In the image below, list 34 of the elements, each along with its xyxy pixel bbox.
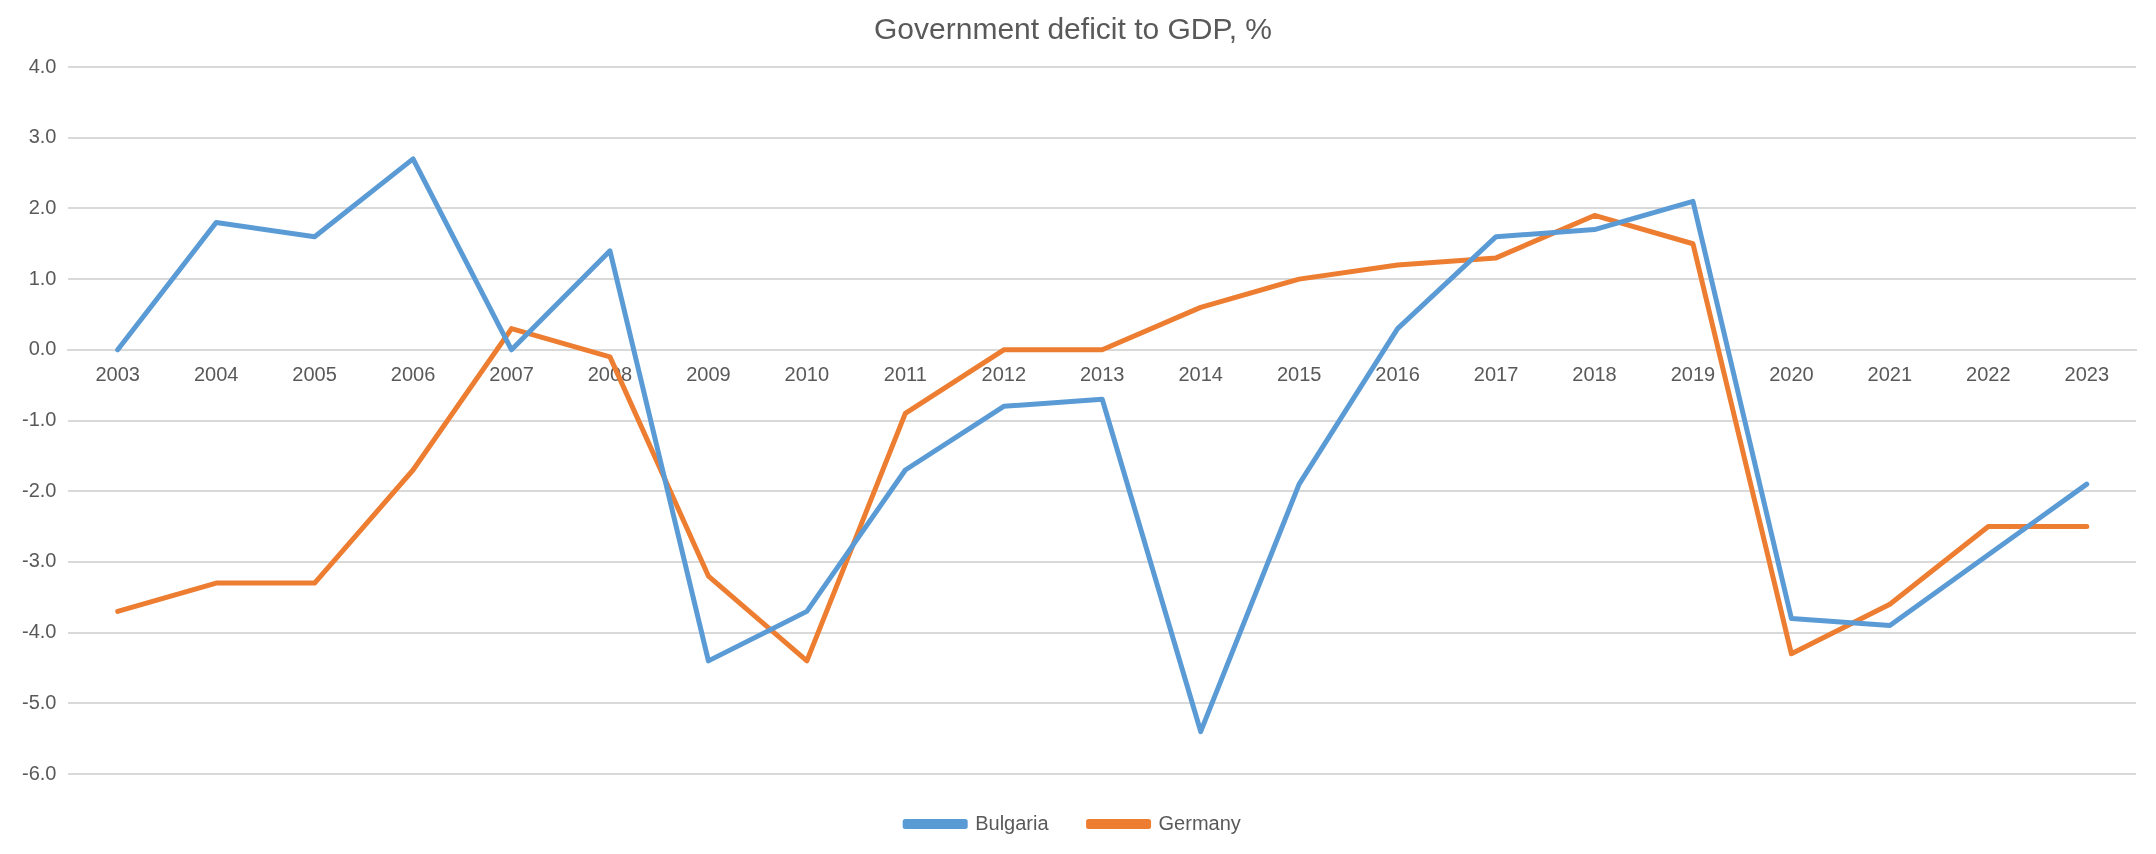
x-tick-label: 2015 <box>1276 363 1322 386</box>
y-tick-label: -5.0 <box>21 690 57 713</box>
x-tick-label: 2013 <box>1079 363 1125 386</box>
y-tick-label: 4.0 <box>28 54 57 77</box>
x-tick-label: 2006 <box>390 363 436 386</box>
x-tick-label: 2009 <box>686 363 731 386</box>
x-tick-label: 2012 <box>981 363 1027 386</box>
x-tick-label: 2005 <box>292 363 337 386</box>
x-tick-label: 2016 <box>1375 363 1420 386</box>
y-tick-label: 1.0 <box>28 266 57 289</box>
x-tick-label: 2004 <box>193 363 239 386</box>
legend-label: Germany <box>1158 811 1241 834</box>
y-tick-label: -1.0 <box>21 408 57 431</box>
y-tick-label: 0.0 <box>28 337 57 360</box>
x-tick-label: 2003 <box>95 363 140 386</box>
y-tick-label: -6.0 <box>21 761 57 784</box>
x-tick-label: 2023 <box>2064 363 2110 386</box>
x-tick-label: 2014 <box>1178 363 1223 386</box>
legend-label: Bulgaria <box>975 811 1050 834</box>
y-tick-label: 2.0 <box>28 195 57 218</box>
x-tick-label: 2018 <box>1572 363 1617 386</box>
y-tick-label: -4.0 <box>21 620 57 643</box>
x-tick-label: 2017 <box>1473 363 1519 386</box>
y-tick-label: -2.0 <box>21 478 57 501</box>
x-tick-label: 2021 <box>1867 363 1913 386</box>
x-tick-label: 2019 <box>1670 363 1716 386</box>
y-tick-label: 3.0 <box>28 125 57 148</box>
x-tick-label: 2011 <box>883 363 927 386</box>
x-tick-label: 2020 <box>1769 363 1814 386</box>
y-tick-label: -3.0 <box>21 549 57 572</box>
x-tick-label: 2022 <box>1966 363 2011 386</box>
x-tick-label: 2007 <box>489 363 534 386</box>
chart-title: Government deficit to GDP, % <box>874 12 1272 46</box>
x-tick-label: 2010 <box>784 363 830 386</box>
